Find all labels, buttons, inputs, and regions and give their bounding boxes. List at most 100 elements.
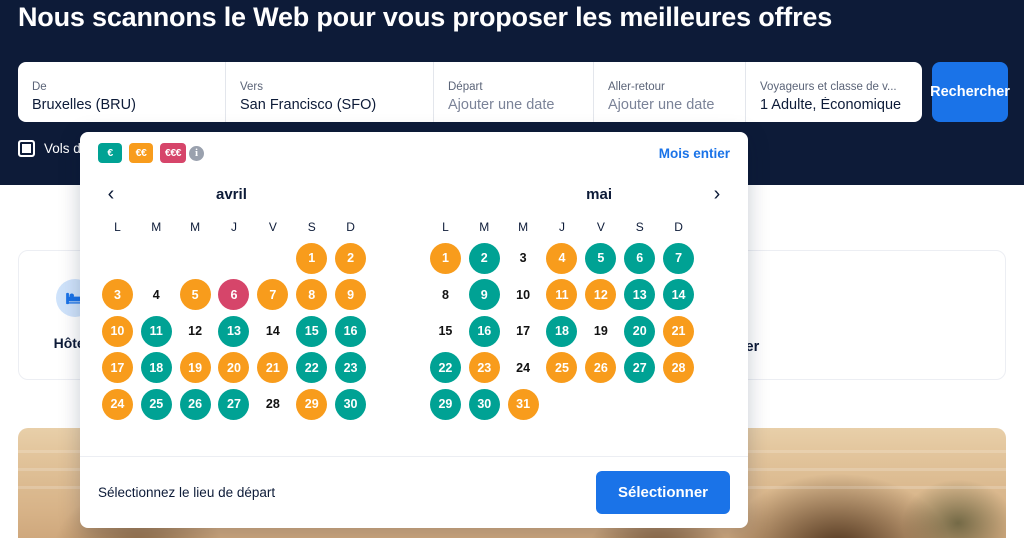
calendar-day-cell: 30 xyxy=(465,386,504,423)
calendar-day-cell: 5 xyxy=(176,277,215,314)
calendar-day[interactable]: 12 xyxy=(585,279,617,311)
calendar-day[interactable]: 19 xyxy=(179,352,211,384)
calendar-day[interactable]: 1 xyxy=(296,242,328,274)
weekday-label: S xyxy=(307,220,316,234)
calendar-day[interactable]: 18 xyxy=(140,352,172,384)
calendar-day[interactable]: 20 xyxy=(218,352,250,384)
calendar-day[interactable]: 15 xyxy=(296,315,328,347)
search-field-return[interactable]: Aller-retour Ajouter une date xyxy=(594,62,746,122)
info-icon[interactable]: i xyxy=(189,145,205,161)
calendar-day-cell: 16 xyxy=(331,313,370,350)
calendar-week-row: 29 30 31 xyxy=(426,386,698,423)
calendar-day[interactable]: 9 xyxy=(468,279,500,311)
calendar-day[interactable]: 10 xyxy=(101,315,133,347)
legend-badge-price-low: € xyxy=(98,143,122,163)
month-title-left: avril xyxy=(216,185,247,203)
full-month-link[interactable]: Mois entier xyxy=(658,145,730,161)
search-field-label-origin: De xyxy=(32,81,47,93)
calendar-day[interactable]: 14 xyxy=(257,316,288,347)
search-field-origin[interactable]: De Bruxelles (BRU) xyxy=(18,62,226,122)
calendar-day[interactable]: 23 xyxy=(335,352,367,384)
prev-month-button[interactable]: ‹ xyxy=(98,181,124,207)
weekday-label: M xyxy=(518,220,529,234)
search-field-travellers[interactable]: Voyageurs et classe de v... 1 Adulte, Éco… xyxy=(746,62,922,122)
calendar-day[interactable]: 11 xyxy=(140,315,172,347)
calendar-day[interactable]: 10 xyxy=(508,279,539,310)
calendar-day[interactable]: 25 xyxy=(140,388,172,420)
calendar-day[interactable]: 21 xyxy=(257,352,289,384)
calendar-day[interactable]: 31 xyxy=(507,388,539,420)
calendar-day[interactable]: 20 xyxy=(624,315,656,347)
calendar-day[interactable]: 17 xyxy=(508,316,539,347)
calendar-day[interactable]: 30 xyxy=(468,388,500,420)
calendar-day[interactable]: 24 xyxy=(508,352,539,383)
calendar-day[interactable]: 5 xyxy=(585,242,617,274)
search-field-destination[interactable]: Vers San Francisco (SFO) xyxy=(226,62,434,122)
calendar-day[interactable]: 24 xyxy=(101,388,133,420)
calendar-day[interactable]: 30 xyxy=(335,388,367,420)
calendar-day-cell: 15 xyxy=(292,313,331,350)
flight-search-bar: De Bruxelles (BRU) Vers San Francisco (SFO)… xyxy=(18,62,922,122)
search-button[interactable]: Rechercher xyxy=(930,62,1010,122)
calendar-day[interactable]: 4 xyxy=(141,279,172,310)
calendar-day[interactable]: 4 xyxy=(546,242,578,274)
calendar-day[interactable]: 19 xyxy=(585,316,616,347)
calendar-day[interactable]: 22 xyxy=(429,352,461,384)
calendar-day-cell: 29 xyxy=(426,386,465,423)
calendar-day[interactable]: 14 xyxy=(663,279,695,311)
calendar-day[interactable]: 13 xyxy=(218,315,250,347)
calendar-day[interactable]: 8 xyxy=(296,279,328,311)
calendar-day[interactable]: 16 xyxy=(335,315,367,347)
calendar-day[interactable]: 7 xyxy=(663,242,695,274)
calendar-day[interactable]: 16 xyxy=(468,315,500,347)
calendar-day[interactable]: 28 xyxy=(663,352,695,384)
calendar-day[interactable]: 27 xyxy=(624,352,656,384)
calendar-day[interactable]: 26 xyxy=(179,388,211,420)
direct-flights-row[interactable]: Vols di xyxy=(18,140,84,157)
calendar-day-cell: 27 xyxy=(620,350,659,387)
calendar-day[interactable]: 25 xyxy=(546,352,578,384)
price-legend: € €€ €€€ xyxy=(98,143,187,163)
calendar-day[interactable]: 3 xyxy=(508,243,539,274)
calendar-day[interactable]: 27 xyxy=(218,388,250,420)
next-month-button[interactable]: › xyxy=(704,181,730,207)
direct-flights-checkbox[interactable] xyxy=(18,140,35,157)
calendar-day[interactable]: 28 xyxy=(257,389,288,420)
calendar-day-cell: 13 xyxy=(215,313,254,350)
calendar-day[interactable]: 18 xyxy=(546,315,578,347)
calendar-day[interactable]: 7 xyxy=(257,279,289,311)
calendar-day[interactable]: 12 xyxy=(180,316,211,347)
month-grid-avril: L M M J V S D 1 2 3 4 5 6 7 8 9 10 11 12 13 14 15 16 17 18 19 20 21… xyxy=(98,214,370,423)
calendar-day[interactable]: 2 xyxy=(468,242,500,274)
select-button[interactable]: Sélectionner xyxy=(595,471,730,514)
calendar-day-cell xyxy=(659,386,698,423)
calendar-day[interactable]: 29 xyxy=(296,388,328,420)
calendar-day[interactable]: 5 xyxy=(179,279,211,311)
calendar-day[interactable]: 9 xyxy=(335,279,367,311)
calendar-day[interactable]: 11 xyxy=(546,279,578,311)
calendar-day[interactable]: 6 xyxy=(218,279,250,311)
calendar-day[interactable]: 6 xyxy=(624,242,656,274)
calendar-day-cell: 13 xyxy=(620,277,659,314)
calendar-day[interactable]: 21 xyxy=(663,315,695,347)
search-field-departure[interactable]: Départ Ajouter une date xyxy=(434,62,594,122)
weekday-label: D xyxy=(674,220,683,234)
calendar-day[interactable]: 13 xyxy=(624,279,656,311)
footer-note: Sélectionnez le lieu de départ xyxy=(98,485,276,500)
calendar-day[interactable]: 29 xyxy=(429,388,461,420)
calendar-day-cell: 8 xyxy=(426,277,465,314)
calendar-day[interactable]: 23 xyxy=(468,352,500,384)
calendar-day[interactable]: 22 xyxy=(296,352,328,384)
calendar-day[interactable]: 1 xyxy=(429,242,461,274)
calendar-day[interactable]: 8 xyxy=(430,279,461,310)
calendar-day[interactable]: 17 xyxy=(101,352,133,384)
calendar-day[interactable]: 15 xyxy=(430,316,461,347)
calendar-day[interactable]: 2 xyxy=(335,242,367,274)
calendar-day-cell: 6 xyxy=(215,277,254,314)
calendar-day[interactable]: 3 xyxy=(101,279,133,311)
calendar-day-cell xyxy=(543,386,582,423)
page-title: Nous scannons le Web pour vous proposer … xyxy=(18,2,833,32)
search-field-value-return: Ajouter une date xyxy=(608,97,715,113)
calendar-day[interactable]: 26 xyxy=(585,352,617,384)
